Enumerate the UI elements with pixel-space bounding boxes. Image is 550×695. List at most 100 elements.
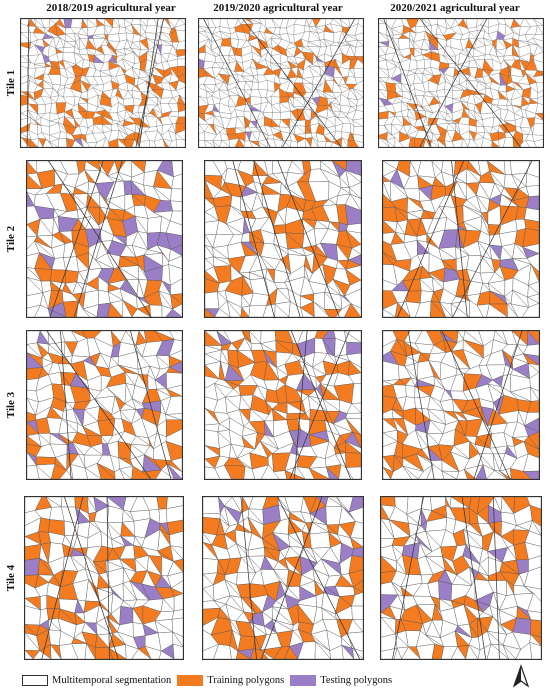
- parcel-polygon: [309, 532, 331, 549]
- parcel-polygon: [138, 139, 150, 147]
- parcel-polygon: [527, 592, 541, 613]
- parcel-polygon: [27, 304, 41, 317]
- parcel-polygon: [451, 138, 464, 147]
- parcel-polygon: [94, 137, 106, 147]
- parcel-polygon: [61, 497, 76, 508]
- road-line: [260, 497, 323, 659]
- parcel-polygon: [524, 530, 541, 547]
- parcel-polygon: [450, 303, 470, 317]
- parcel-polygon: [418, 464, 434, 479]
- parcel-polygon: [235, 650, 251, 659]
- road-line: [240, 497, 257, 659]
- parcel-polygon: [313, 301, 330, 317]
- map-tile-3-2019-2020: [204, 330, 362, 480]
- parcel-polygon: [165, 396, 182, 415]
- map-tile-3-2020-2021: [382, 330, 540, 480]
- parcel-polygon: [51, 463, 67, 479]
- parcel-polygon: [284, 470, 306, 479]
- parcel-polygon: [280, 111, 292, 120]
- parcel-polygon: [346, 223, 361, 234]
- parcel-polygon: [240, 306, 250, 317]
- map-tile-1-2020-2021: [378, 18, 544, 148]
- parcel-polygon: [40, 595, 48, 611]
- map-tile-3-2018-2019: [26, 330, 183, 480]
- parcel-polygon: [249, 292, 270, 307]
- parcel-polygon: [177, 65, 185, 78]
- road-line: [48, 161, 152, 317]
- road-line: [407, 331, 435, 479]
- parcel-polygon: [273, 470, 288, 479]
- parcel-polygon: [94, 647, 114, 659]
- parcel-polygon: [76, 300, 90, 317]
- north-arrow-icon: [510, 664, 532, 690]
- parcel-polygon: [346, 342, 361, 356]
- parcel-polygon: [503, 137, 514, 147]
- map-tile-4-2019-2020: [202, 496, 364, 660]
- parcel-polygon: [212, 140, 220, 147]
- column-header-2019-2020: 2019/2020 agricultural year: [213, 2, 343, 14]
- parcel-polygon: [214, 464, 232, 479]
- parcel-polygon: [223, 464, 246, 479]
- row-header-tile-3: Tile 3: [5, 391, 18, 419]
- road-line: [451, 161, 468, 317]
- parcel-polygon: [524, 412, 539, 427]
- parcel-polygon: [165, 440, 182, 461]
- parcel-polygon: [149, 304, 163, 317]
- parcel-polygon: [532, 37, 543, 49]
- parcel-polygon: [27, 464, 40, 479]
- parcel-polygon: [178, 110, 185, 118]
- parcel-polygon: [353, 140, 363, 147]
- parcel-polygon: [437, 139, 447, 147]
- parcel-polygon: [34, 304, 51, 317]
- map-tile-2-2019-2020: [204, 160, 362, 318]
- parcel-polygon: [352, 134, 363, 143]
- road-line: [492, 497, 500, 659]
- legend: Multitemporal segmentation Training poly…: [22, 672, 398, 688]
- parcel-polygon: [430, 300, 446, 317]
- parcel-polygon: [166, 497, 183, 510]
- parcel-polygon: [335, 302, 352, 317]
- parcel-polygon: [467, 139, 479, 147]
- parcel-polygon: [341, 137, 349, 147]
- segmentation-swatch: [22, 674, 48, 686]
- parcel-polygon: [149, 139, 156, 147]
- parcel-polygon: [460, 138, 469, 147]
- road-line: [277, 161, 340, 317]
- road-line: [392, 497, 424, 659]
- parcel-polygon: [529, 505, 541, 527]
- parcel-polygon: [117, 441, 132, 460]
- parcel-polygon: [390, 465, 412, 479]
- parcel-polygon: [167, 463, 182, 479]
- parcel-polygon: [345, 412, 361, 420]
- parcel-polygon: [102, 136, 110, 147]
- parcel-polygon: [176, 138, 185, 147]
- parcel-polygon: [58, 643, 79, 659]
- parcel-polygon: [347, 140, 359, 147]
- parcel-polygon: [528, 555, 541, 572]
- parcel-polygon: [523, 470, 539, 479]
- testing-swatch: [290, 674, 317, 686]
- parcel-polygon: [171, 617, 183, 637]
- parcel-polygon: [65, 269, 79, 284]
- parcel-polygon: [347, 631, 363, 652]
- parcel-polygon: [161, 305, 173, 317]
- road-line: [277, 497, 361, 659]
- parcel-polygon: [444, 140, 454, 147]
- parcel-polygon: [354, 77, 363, 85]
- parcel-polygon: [125, 644, 139, 659]
- parcel-polygon: [416, 59, 425, 69]
- parcel-polygon: [348, 507, 363, 524]
- parcel-polygon: [70, 19, 83, 29]
- parcel-polygon: [235, 138, 245, 147]
- parcel-polygon: [48, 308, 67, 317]
- parcel-polygon: [499, 470, 512, 479]
- parcel-polygon: [165, 308, 182, 317]
- parcel-polygon: [345, 161, 361, 176]
- parcel-polygon: [165, 232, 182, 250]
- parcel-polygon: [525, 139, 537, 147]
- parcel-polygon: [413, 137, 426, 147]
- parcel-polygon: [205, 466, 221, 479]
- parcel-polygon: [250, 648, 269, 659]
- parcel-polygon: [351, 605, 363, 620]
- parcel-polygon: [199, 140, 206, 147]
